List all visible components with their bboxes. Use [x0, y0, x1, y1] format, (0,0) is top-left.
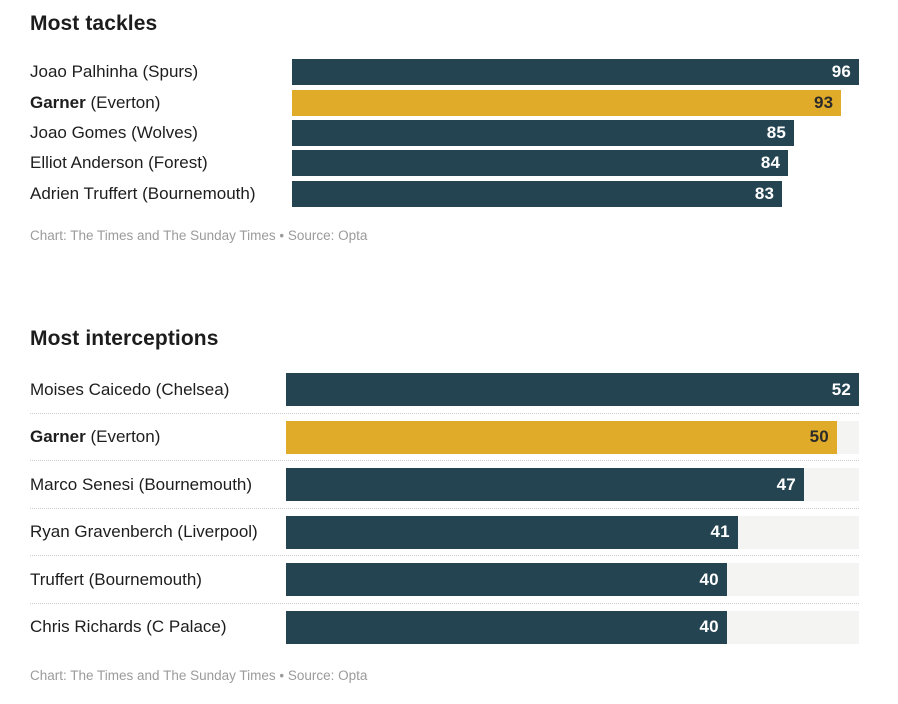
chart-title: Most tackles	[30, 12, 158, 35]
player-label: Truffert (Bournemouth)	[30, 570, 286, 590]
player-name: Truffert	[30, 569, 84, 589]
player-team: (Bournemouth)	[137, 183, 256, 203]
bar-track: 93	[292, 89, 859, 116]
bar-value-label: 84	[760, 153, 781, 173]
player-name: Chris Richards	[30, 617, 142, 637]
bar-track: 40	[286, 610, 859, 644]
bar-row: Ryan Gravenberch (Liverpool) 41	[30, 509, 859, 557]
bar-row: Marco Senesi (Bournemouth) 47	[30, 461, 859, 509]
player-team: (Everton)	[85, 92, 161, 112]
bar-value-label: 50	[809, 427, 829, 447]
player-label: Joao Gomes (Wolves)	[30, 123, 292, 143]
player-label: Joao Palhinha (Spurs)	[30, 62, 292, 82]
bar-row: Garner (Everton) 93	[30, 87, 859, 117]
player-label: Garner (Everton)	[30, 93, 292, 113]
bar: 84	[292, 150, 789, 177]
player-name: Moises Caicedo	[30, 379, 151, 399]
player-team: (Chelsea)	[150, 379, 230, 399]
chart-title: Most interceptions	[30, 327, 219, 350]
bar: 40	[286, 563, 727, 597]
bar-track: 83	[292, 180, 859, 207]
chart-most-interceptions: Most interceptions Moises Caicedo (Chels…	[30, 326, 859, 684]
bar: 47	[286, 468, 804, 502]
bar-row: Adrien Truffert (Bournemouth) 83	[30, 179, 859, 209]
bar-value-label: 47	[776, 474, 796, 494]
bar: 52	[286, 373, 859, 407]
bar-track: 52	[286, 373, 859, 407]
player-team: (Liverpool)	[172, 522, 258, 542]
bar-value-label: 93	[813, 92, 834, 112]
player-team: (Everton)	[85, 427, 161, 447]
player-team: (Bournemouth)	[133, 474, 253, 494]
player-team: (Wolves)	[126, 122, 198, 142]
player-label: Adrien Truffert (Bournemouth)	[30, 184, 292, 204]
player-name: Ryan Gravenberch	[30, 522, 173, 542]
bar-track: 47	[286, 468, 859, 502]
player-label: Elliot Anderson (Forest)	[30, 153, 292, 173]
bar-value-label: 40	[699, 617, 719, 637]
bar-track: 96	[292, 59, 859, 86]
player-name: Adrien Truffert	[30, 183, 138, 203]
bar-rows: Moises Caicedo (Chelsea) 52 Garner (Everto…	[30, 366, 859, 651]
player-name: Marco Senesi	[30, 474, 134, 494]
bar-row: Moises Caicedo (Chelsea) 52	[30, 366, 859, 414]
player-name: Joao Palhinha	[30, 62, 138, 82]
bar-value-label: 85	[766, 122, 787, 142]
bar-track: 50	[286, 420, 859, 454]
bar-rows: Joao Palhinha (Spurs) 96 Garner (Everton) 9…	[30, 57, 859, 209]
player-name: Garner	[30, 92, 86, 112]
chart-caption: Chart: The Times and The Sunday Times • …	[30, 668, 368, 683]
bar-highlighted: 93	[292, 89, 842, 116]
player-name: Joao Gomes	[30, 122, 127, 142]
bar-highlighted: 50	[286, 420, 837, 454]
bar-value-label: 96	[831, 62, 851, 82]
bar-value-label: 40	[699, 569, 719, 589]
bar-value-label: 41	[710, 522, 730, 542]
bar-row: Joao Palhinha (Spurs) 96	[30, 57, 859, 87]
player-team: (Bournemouth)	[83, 569, 202, 589]
player-label: Chris Richards (C Palace)	[30, 617, 286, 637]
bar: 85	[292, 119, 795, 146]
bar-value-label: 52	[831, 379, 851, 399]
player-label: Ryan Gravenberch (Liverpool)	[30, 522, 286, 542]
bar: 41	[286, 515, 738, 549]
player-team: (Forest)	[143, 153, 208, 173]
bar-track: 41	[286, 515, 859, 549]
bar-row: Joao Gomes (Wolves) 85	[30, 118, 859, 148]
player-name: Elliot Anderson	[30, 153, 144, 173]
player-team: (Spurs)	[137, 62, 199, 82]
bar: 96	[292, 59, 859, 86]
bar-row: Elliot Anderson (Forest) 84	[30, 148, 859, 178]
player-name: Garner	[30, 427, 86, 447]
bar-track: 84	[292, 150, 859, 177]
player-label: Garner (Everton)	[30, 427, 286, 447]
bar-track: 85	[292, 119, 859, 146]
chart-most-tackles: Most tackles Joao Palhinha (Spurs) 96 Garn…	[30, 11, 859, 244]
bar-row: Chris Richards (C Palace) 40	[30, 604, 859, 652]
player-label: Moises Caicedo (Chelsea)	[30, 380, 286, 400]
bar-row: Truffert (Bournemouth) 40	[30, 556, 859, 604]
player-team: (C Palace)	[141, 617, 227, 637]
bar-value-label: 83	[754, 183, 775, 203]
chart-caption: Chart: The Times and The Sunday Times • …	[30, 227, 368, 243]
bar-track: 40	[286, 563, 859, 597]
bar-row: Garner (Everton) 50	[30, 414, 859, 462]
bar: 83	[292, 180, 783, 207]
player-label: Marco Senesi (Bournemouth)	[30, 475, 286, 495]
bar: 40	[286, 610, 727, 644]
